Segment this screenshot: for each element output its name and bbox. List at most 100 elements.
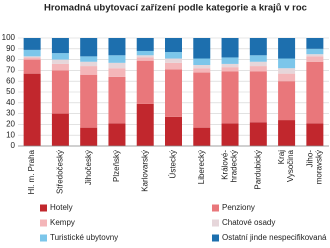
y-tick-label: 10 <box>6 130 15 139</box>
bar-segment <box>221 38 239 58</box>
bar-segment <box>165 62 182 70</box>
y-tick-label: 70 <box>6 66 15 75</box>
bar-segment <box>249 122 267 146</box>
y-tick-label: 50 <box>6 87 15 96</box>
bar-segment <box>278 58 296 69</box>
bar-segment <box>165 58 182 63</box>
bar-segment <box>23 56 41 58</box>
bar-segment <box>136 57 154 61</box>
legend-swatch <box>40 219 47 227</box>
bar-segment <box>278 38 296 59</box>
y-tick-label: 30 <box>6 109 15 118</box>
chart-title: Hromadná ubytovací zařízení podle katego… <box>44 3 307 14</box>
bar-segment <box>249 55 267 62</box>
bar-segment <box>51 59 69 64</box>
legend-label: Hotely <box>50 203 73 212</box>
y-tick-label: 90 <box>6 44 15 53</box>
y-tick-label: 40 <box>6 98 15 107</box>
bar-segment <box>193 65 211 69</box>
bar-segment <box>221 67 239 72</box>
bar-segment <box>278 68 296 74</box>
bar-segment <box>306 38 324 49</box>
x-tick-label: Jiho- <box>305 150 314 168</box>
bar-segment <box>108 123 126 146</box>
bar-segment <box>249 38 267 56</box>
bar-segment <box>193 38 211 59</box>
y-tick-label: 80 <box>6 55 15 64</box>
bar-segment <box>306 61 324 124</box>
x-tick-label: Karlovarský <box>140 150 149 192</box>
bar-segment <box>136 38 154 51</box>
bar-segment <box>136 55 154 58</box>
bar-segment <box>108 38 126 56</box>
bar-segment <box>80 74 98 128</box>
legend-label: Penziony <box>222 203 255 212</box>
bar-segment <box>278 73 296 82</box>
bar-segment <box>193 127 211 146</box>
bar-segment <box>51 53 69 60</box>
x-tick-label: hradecký <box>230 150 239 182</box>
bar-segment <box>80 56 98 62</box>
legend-label: Kempy <box>50 218 75 227</box>
bar-segment <box>306 123 324 146</box>
y-tick-label: 20 <box>6 120 15 129</box>
bar-segment <box>136 50 154 56</box>
bar-segment <box>80 127 98 146</box>
x-tick-label: Hl. m. Praha <box>27 149 36 194</box>
bar-segment <box>108 76 126 124</box>
x-tick-label: Pardubický <box>253 150 262 190</box>
bar-segment <box>249 66 267 72</box>
legend-swatch <box>212 204 219 212</box>
legend-swatch <box>40 234 47 242</box>
bar-segment <box>278 120 296 146</box>
bar-segment <box>221 123 239 146</box>
bar-segment <box>108 68 126 77</box>
bar-segment <box>221 57 239 64</box>
bar-segment <box>193 58 211 65</box>
bar-segment <box>165 69 182 117</box>
x-tick-label: Vysočina <box>286 149 295 182</box>
bar-segment <box>51 113 69 146</box>
legend-label: Ostatní jinde nespecifikovaná <box>222 233 327 242</box>
y-tick-label: 0 <box>11 141 16 150</box>
bar-segment <box>23 59 41 74</box>
legend-label: Chatové osady <box>222 218 275 227</box>
bar-segment <box>165 38 182 53</box>
bar-segment <box>306 54 324 57</box>
x-tick-label: Liberecký <box>197 150 206 184</box>
bar-segment <box>278 81 296 121</box>
bar-segment <box>108 55 126 63</box>
bar-segment <box>165 116 182 146</box>
bar-segment <box>51 38 69 54</box>
x-tick-label: Středočeský <box>56 150 65 194</box>
x-tick-label: Králové- <box>221 150 230 180</box>
bar-segment <box>249 61 267 67</box>
bar-segment <box>23 73 41 146</box>
y-tick-label: 100 <box>2 33 16 42</box>
bar-segment <box>193 68 211 73</box>
bar-segment <box>80 61 98 67</box>
bar-segment <box>23 49 41 57</box>
bar-segment <box>193 72 211 128</box>
x-tick-label: Kraj <box>277 150 286 164</box>
bar-segment <box>136 60 154 104</box>
bar-segment <box>221 63 239 68</box>
bar-segment <box>51 70 69 114</box>
x-tick-label: moravský <box>314 150 323 184</box>
legend-swatch <box>212 234 219 242</box>
x-tick-label: Jihočeský <box>84 150 93 185</box>
bar-segment <box>249 71 267 123</box>
legend-swatch <box>212 219 219 227</box>
bar-segment <box>23 38 41 50</box>
bar-segment <box>23 57 41 60</box>
legend-label: Turistické ubytovny <box>50 233 118 242</box>
bar-segment <box>221 71 239 124</box>
x-tick-label: Ústecký <box>169 150 178 178</box>
bar-segment <box>108 62 126 69</box>
bar-segment <box>80 66 98 75</box>
bar-segment <box>306 56 324 62</box>
bar-segment <box>306 48 324 55</box>
x-tick-label: Plzeňský <box>112 150 121 182</box>
y-tick-label: 60 <box>6 76 15 85</box>
